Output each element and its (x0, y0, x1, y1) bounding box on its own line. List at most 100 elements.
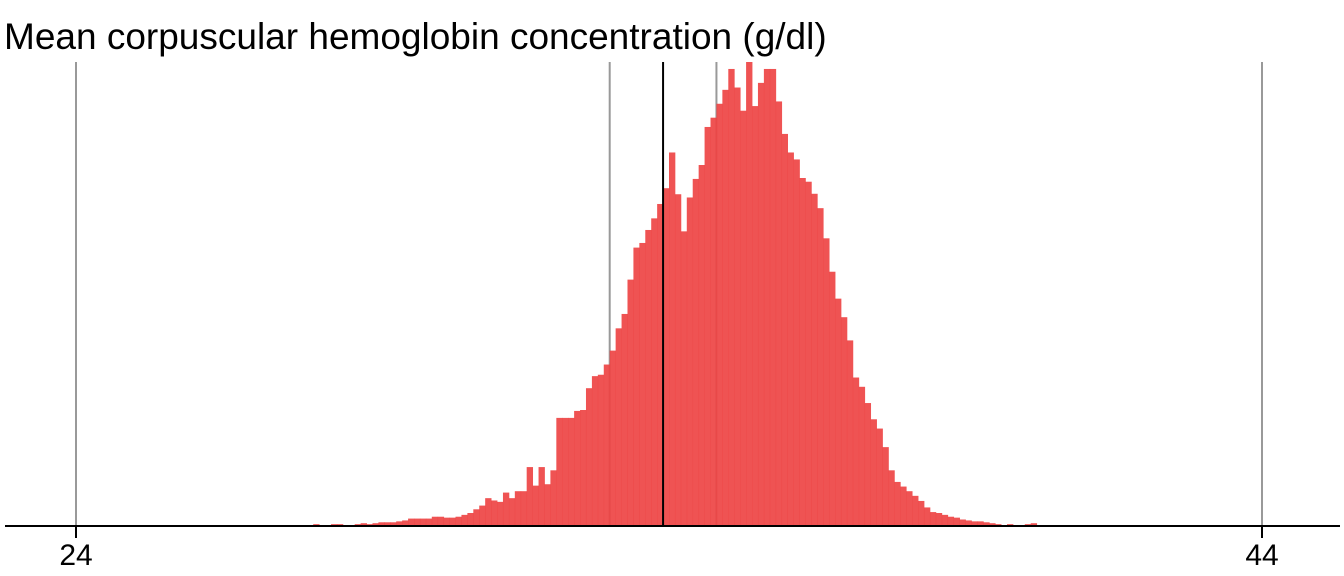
histogram-bar (876, 428, 883, 526)
histogram-bar (621, 313, 628, 526)
histogram-bar (716, 103, 723, 526)
histogram-bar (437, 516, 445, 526)
histogram-bar (680, 231, 688, 527)
histogram-bar (645, 229, 652, 526)
histogram-bar (846, 340, 854, 526)
x-tick-label-0: 24 (59, 539, 92, 572)
histogram-bar (639, 242, 646, 526)
histogram-bar (858, 386, 866, 526)
histogram-bar (811, 193, 818, 526)
histogram-bar (793, 159, 800, 526)
histogram-bar (544, 484, 551, 526)
histogram-bar (396, 521, 403, 526)
histogram-bar (360, 523, 367, 526)
histogram-bar (384, 522, 391, 526)
histogram-bar (829, 271, 836, 526)
histogram-bar (514, 491, 522, 526)
histogram-bar (947, 516, 955, 526)
histogram-bar (781, 133, 788, 527)
histogram-bar (627, 279, 634, 526)
histogram-bar (597, 374, 605, 526)
histogram-bar (787, 152, 794, 527)
histogram-bar (882, 447, 889, 526)
histogram-bar (609, 350, 617, 526)
histogram-bar (615, 328, 622, 526)
histogram-bar (467, 513, 474, 526)
histogram-bar (497, 501, 504, 526)
histogram-bar (728, 68, 735, 527)
histogram-bar (550, 470, 557, 526)
histogram-bar (722, 89, 729, 526)
histogram-bar (864, 403, 872, 526)
histogram-bar (941, 514, 949, 526)
histogram-bar (491, 500, 498, 526)
histogram-bar (485, 498, 492, 526)
histogram-bar (763, 68, 771, 527)
histogram-bar (817, 208, 824, 526)
histogram-bar (425, 518, 433, 526)
histogram-bar (906, 491, 913, 526)
histogram-bar (532, 485, 539, 526)
histogram-bar (585, 388, 593, 526)
x-axis-ticks: 24 44 (59, 526, 1279, 572)
histogram-bar (574, 410, 581, 526)
histogram-bar (775, 101, 783, 526)
histogram-bar (757, 82, 765, 526)
histogram-bar (390, 522, 397, 526)
histogram-bar (580, 410, 587, 526)
histogram-bar (686, 197, 694, 526)
histogram-bar (835, 298, 842, 526)
histogram-bar (900, 486, 907, 526)
histogram-bar (852, 377, 860, 526)
chart-title: Mean corpuscular hemoglobin concentratio… (4, 16, 827, 57)
histogram-bar (923, 507, 931, 526)
histogram-bar (746, 62, 753, 526)
histogram-bar (710, 117, 717, 527)
histogram-bar (526, 467, 534, 526)
histogram-bar (692, 178, 700, 527)
histogram-bar (769, 68, 777, 527)
histogram-bar (669, 152, 676, 527)
histogram-bar (402, 520, 409, 526)
histogram-bar (651, 218, 658, 527)
histogram-bar (698, 165, 705, 526)
histogram-bar (799, 178, 806, 526)
histogram-bar (443, 517, 450, 526)
histogram-bar (508, 498, 516, 526)
histogram-bar (473, 509, 480, 526)
histogram-bars (313, 62, 1038, 527)
histogram-bar (935, 513, 943, 526)
histogram-bar (633, 247, 640, 526)
histogram-bar (408, 518, 415, 526)
histogram-bar (983, 522, 990, 526)
histogram-bar (520, 491, 528, 526)
histogram-bar (953, 517, 960, 526)
histogram-bar (568, 417, 575, 526)
histogram-bar (479, 505, 486, 526)
histogram-bar (556, 417, 563, 526)
histogram-bar (674, 194, 682, 527)
histogram-bar (752, 106, 759, 526)
histogram-bar (455, 516, 462, 526)
histogram-bar (657, 203, 664, 526)
histogram-bar (603, 364, 611, 526)
histogram-bar (372, 523, 379, 526)
histogram-bar (840, 317, 848, 526)
histogram-bar (502, 492, 510, 526)
histogram-bar (912, 495, 919, 526)
histogram-bar (918, 500, 925, 526)
histogram-bar (461, 514, 468, 526)
histogram-bar (894, 481, 901, 526)
histogram-bar (419, 518, 427, 526)
histogram-bar (740, 110, 747, 526)
histogram-bar (965, 520, 972, 526)
histogram-bar (971, 521, 978, 526)
histogram-bar (591, 376, 599, 526)
histogram-bar (870, 419, 877, 526)
histogram-bar (704, 126, 711, 527)
histogram-bar (823, 238, 830, 526)
histogram-bar (734, 87, 741, 527)
histogram-bar (977, 521, 984, 526)
histogram-bar (663, 188, 670, 526)
